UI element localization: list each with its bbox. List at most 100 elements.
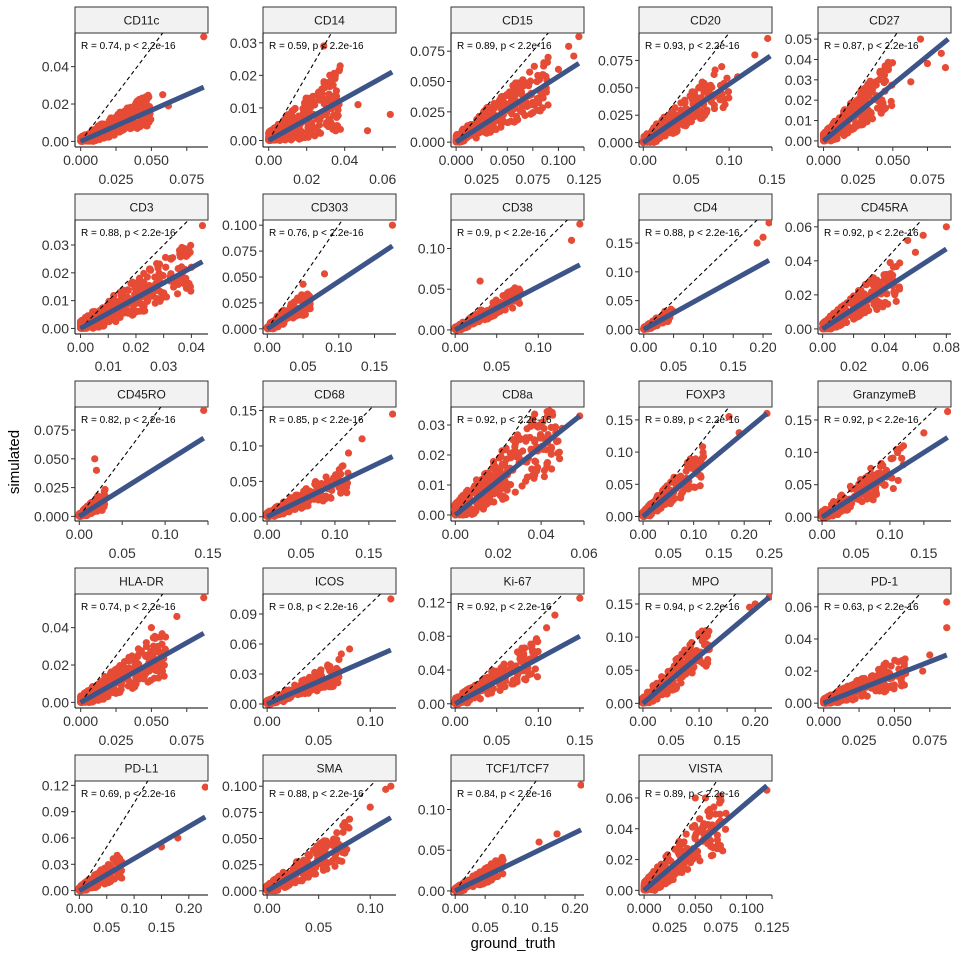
x-tick-label: 0.15 (705, 545, 732, 561)
correlation-label: R = 0.93, p < 2.2e-16 (645, 41, 740, 52)
y-tick-label: 0.02 (418, 447, 445, 463)
y-tick-label: 0.02 (42, 657, 69, 673)
panel-hla-dr: HLA-DRR = 0.74, p < 2.2e-160.000.020.040… (42, 567, 209, 748)
data-point (765, 220, 772, 227)
y-tick-label: 0.05 (418, 281, 445, 297)
y-tick-label: 0.075 (410, 43, 445, 59)
data-point (527, 110, 535, 118)
data-point (919, 231, 927, 239)
data-point (154, 263, 162, 271)
correlation-label: R = 0.92, p < 2.2e-16 (824, 228, 919, 239)
data-point (522, 676, 530, 684)
data-point (336, 62, 344, 70)
data-point (140, 675, 148, 683)
data-point (472, 507, 480, 515)
identity-line (266, 407, 374, 518)
y-tick-label: 0.025 (410, 104, 445, 120)
data-point (314, 496, 323, 504)
x-tick-label: 0.000 (63, 713, 98, 729)
data-point (124, 286, 132, 295)
y-tick-label: 0.02 (42, 96, 69, 112)
data-point (474, 481, 482, 489)
data-point (506, 91, 514, 99)
data-point (530, 436, 538, 444)
data-point (896, 259, 904, 267)
data-point (523, 425, 531, 433)
data-point (544, 101, 552, 109)
data-point (102, 133, 110, 141)
correlation-label: R = 0.74, p < 2.2e-16 (81, 41, 176, 52)
y-tick-label: 0.04 (42, 59, 69, 75)
data-point (689, 88, 697, 96)
data-point (567, 236, 576, 244)
data-point (513, 676, 521, 684)
data-point (328, 678, 336, 686)
correlation-label: R = 0.89, p < 2.2e-16 (457, 41, 552, 52)
data-point (686, 641, 694, 649)
strip (450, 380, 585, 408)
data-point (687, 457, 695, 465)
data-point (173, 290, 182, 298)
data-point (666, 112, 674, 120)
data-point (753, 239, 761, 247)
data-point (692, 646, 701, 655)
x-tick-label: 0.20 (742, 713, 769, 729)
data-point (907, 78, 915, 86)
data-point (700, 111, 709, 120)
strip (74, 380, 209, 408)
y-tick-label: 0.00 (42, 320, 69, 336)
data-point (386, 110, 394, 119)
x-tick-label: 0.15 (355, 545, 382, 561)
data-point (298, 134, 306, 142)
data-point (135, 95, 143, 104)
data-point (141, 98, 149, 107)
y-tick-label: 0.05 (785, 477, 812, 493)
data-point (855, 480, 863, 488)
data-point (876, 462, 885, 471)
x-tick-label: 0.04 (178, 339, 205, 355)
y-tick-label: 0.06 (230, 636, 257, 652)
x-tick-label: 0.100 (541, 152, 576, 168)
data-point (533, 467, 541, 475)
data-point (535, 99, 543, 107)
identity-line (454, 220, 569, 331)
x-tick-label: 0.02 (485, 545, 512, 561)
data-point (533, 673, 542, 681)
correlation-label: R = 0.8, p < 2.2e-16 (269, 602, 358, 613)
data-point (185, 279, 193, 288)
data-layer (639, 407, 771, 521)
data-layer (819, 33, 950, 145)
x-tick-label: 0.025 (99, 171, 134, 187)
data-point (109, 131, 118, 139)
strip-label: CD38 (502, 201, 533, 215)
data-point (527, 640, 535, 648)
data-point (544, 430, 552, 439)
identity-line (78, 407, 162, 517)
data-point (868, 88, 876, 96)
x-tick-label: 0.10 (357, 713, 384, 729)
data-point (688, 93, 697, 101)
y-tick-label: 0.12 (418, 594, 445, 610)
data-point (489, 671, 497, 679)
data-point (161, 633, 170, 641)
data-point (281, 307, 289, 315)
data-point (890, 288, 898, 296)
data-point (488, 126, 496, 134)
data-point (358, 435, 366, 443)
data-point (337, 650, 345, 658)
data-point (542, 624, 551, 632)
data-point (97, 321, 105, 330)
strip (74, 567, 209, 595)
y-tick-label: 0.01 (42, 293, 69, 309)
x-tick-label: 0.00 (629, 526, 656, 542)
y-tick-label: 0.02 (42, 265, 69, 281)
strip-label: CD8a (502, 388, 533, 402)
data-point (134, 651, 143, 659)
x-tick-label: 0.05 (109, 545, 136, 561)
data-point (311, 480, 319, 488)
data-point (725, 413, 733, 421)
